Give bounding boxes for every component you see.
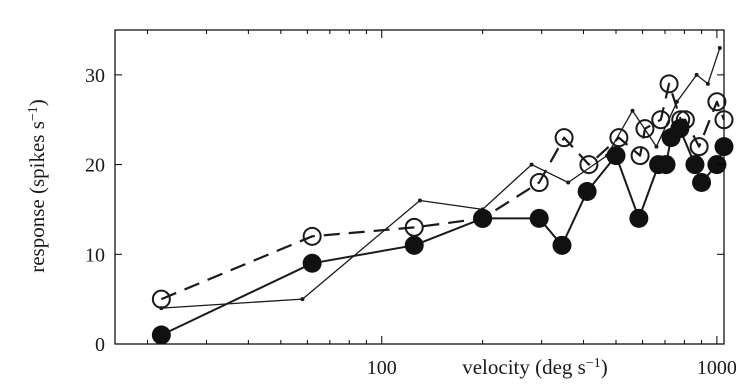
data-point-filled	[302, 253, 322, 273]
data-point-small	[566, 180, 571, 185]
data-point-open	[404, 217, 424, 237]
data-point-filled	[685, 155, 705, 175]
data-point-small	[717, 45, 722, 50]
data-point-open	[609, 128, 629, 148]
y-axis-label: response (spikes s−1)	[25, 99, 49, 273]
data-point-open	[151, 289, 171, 309]
data-point-small	[654, 144, 659, 149]
data-point-open	[554, 128, 574, 148]
data-point-open	[529, 173, 549, 193]
data-point-open	[651, 110, 671, 130]
data-point-filled	[714, 137, 734, 157]
data-point-open	[302, 226, 322, 246]
plot-frame	[114, 29, 725, 345]
data-point-filled	[404, 235, 424, 255]
x-axis-label: velocity (deg s−1)	[462, 355, 608, 379]
data-marks	[151, 45, 734, 345]
data-point-open	[579, 155, 599, 175]
data-point-small	[417, 198, 422, 203]
data-point-filled	[629, 208, 649, 228]
axes: velocity (deg s−1) response (spikes s−1)…	[25, 30, 736, 379]
series-line-2	[160, 82, 726, 301]
data-point-filled	[151, 325, 171, 345]
data-point-small	[300, 297, 305, 302]
x-tick-label: 1000	[697, 357, 736, 379]
data-point-open	[630, 146, 650, 166]
y-tick-label: 0	[95, 334, 105, 356]
y-tick-label: 30	[85, 65, 105, 87]
data-point-small	[674, 99, 679, 104]
data-point-small	[705, 81, 710, 86]
data-point-filled	[577, 181, 597, 201]
y-tick-label: 20	[85, 155, 105, 177]
plot-area	[114, 29, 725, 345]
data-point-open	[635, 119, 655, 139]
data-point-open	[707, 92, 727, 112]
data-point-small	[694, 72, 699, 77]
series-line-1	[161, 47, 721, 309]
data-point-filled	[670, 119, 690, 139]
data-point-filled	[529, 208, 549, 228]
y-tick-label: 10	[85, 244, 105, 266]
data-point-open	[714, 110, 734, 130]
data-point-filled	[656, 155, 676, 175]
data-point-filled	[552, 235, 572, 255]
x-tick-label: 100	[367, 357, 397, 379]
data-point-small	[529, 162, 534, 167]
data-point-small	[630, 108, 635, 113]
data-point-filled	[692, 173, 712, 193]
data-point-filled	[606, 146, 626, 166]
data-point-open	[659, 74, 679, 94]
data-point-open	[689, 137, 709, 157]
data-point-filled	[473, 208, 493, 228]
data-point-filled	[707, 155, 727, 175]
